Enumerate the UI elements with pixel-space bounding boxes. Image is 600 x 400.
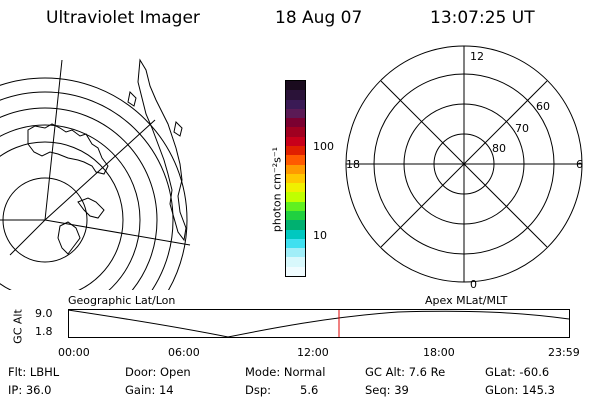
timeline-tick-1800: 18:00 bbox=[423, 346, 455, 359]
meridian-line bbox=[44, 59, 63, 221]
colorbar-swatch bbox=[286, 238, 305, 249]
colorbar-swatch bbox=[286, 201, 305, 211]
meridian-line bbox=[44, 119, 156, 221]
timeline-y-bottom: 1.8 bbox=[35, 325, 53, 338]
coastline bbox=[137, 58, 187, 242]
glon-info: GLon: 145.3 bbox=[485, 383, 555, 397]
seq-info: Seq: 39 bbox=[365, 383, 409, 397]
colorbar-swatch bbox=[286, 229, 305, 239]
colorbar-tick-10: 10 bbox=[313, 229, 327, 242]
lat-circle bbox=[0, 91, 174, 290]
mode-info: Mode: Normal bbox=[245, 365, 326, 379]
polar-plot: 12 0 18 6 60 70 80 bbox=[345, 45, 583, 290]
date-label: 18 Aug 07 bbox=[275, 8, 363, 28]
lat-circle bbox=[0, 141, 124, 290]
gain-info: Gain: 14 bbox=[125, 383, 174, 397]
geographic-label: Geographic Lat/Lon bbox=[68, 294, 176, 307]
colorbar-swatch bbox=[286, 248, 305, 258]
mlt-label-18: 18 bbox=[346, 158, 360, 171]
app-title: Ultraviolet Imager bbox=[46, 8, 200, 28]
mlat-label-70: 70 bbox=[515, 122, 529, 135]
colorbar-swatch bbox=[286, 257, 305, 267]
colorbar-swatch bbox=[286, 266, 305, 276]
colorbar-swatch bbox=[286, 210, 305, 221]
colorbar-swatch bbox=[286, 127, 305, 137]
ip-info: IP: 36.0 bbox=[8, 383, 52, 397]
meridian-line bbox=[44, 219, 191, 246]
timeline-plot bbox=[68, 309, 570, 338]
colorbar-tick-100: 100 bbox=[313, 140, 334, 153]
dsp-value: 5.6 bbox=[300, 383, 319, 397]
colorbar-swatch bbox=[286, 136, 305, 146]
colorbar-unit-label: photon cm⁻²s⁻¹ bbox=[270, 146, 284, 233]
colorbar-swatch bbox=[286, 164, 305, 174]
timeline-tick-1200: 12:00 bbox=[297, 346, 329, 359]
glat-info: GLat: -60.6 bbox=[485, 365, 550, 379]
timeline-tick-2359: 23:59 bbox=[548, 346, 580, 359]
altitude-curve bbox=[68, 309, 570, 338]
mlt-line bbox=[380, 80, 548, 248]
filter-info: Flt: LBHL bbox=[8, 365, 60, 379]
lat-circle bbox=[0, 107, 158, 290]
meridian-line bbox=[9, 219, 46, 256]
timeline-y-top: 9.0 bbox=[35, 307, 53, 320]
colorbar-swatch bbox=[286, 155, 305, 165]
door-info: Door: Open bbox=[125, 365, 191, 379]
time-label: 13:07:25 UT bbox=[430, 8, 535, 28]
coastline bbox=[173, 120, 183, 137]
mlat-label-80: 80 bbox=[492, 142, 506, 155]
mlt-label-6: 6 bbox=[576, 158, 583, 171]
mlt-label-12: 12 bbox=[470, 50, 484, 63]
coastline bbox=[127, 90, 137, 107]
colorbar-swatch bbox=[286, 173, 305, 184]
mlat-label-60: 60 bbox=[536, 100, 550, 113]
colorbar-swatch bbox=[286, 118, 305, 128]
timeline-tick-0000: 00:00 bbox=[58, 346, 90, 359]
colorbar-swatch bbox=[286, 108, 305, 119]
colorbar-swatch bbox=[286, 192, 305, 202]
colorbar-swatch bbox=[286, 145, 305, 156]
coastline bbox=[27, 123, 109, 175]
colorbar-swatch bbox=[286, 90, 305, 100]
colorbar-swatch bbox=[286, 81, 305, 91]
colorbar-swatch bbox=[286, 220, 305, 230]
colorbar-swatch bbox=[286, 183, 305, 193]
colorbar-swatch bbox=[286, 99, 305, 109]
lat-circle bbox=[0, 77, 188, 290]
coastline bbox=[57, 221, 81, 255]
dsp-label: Dsp: bbox=[245, 383, 272, 397]
mlt-label-0: 0 bbox=[470, 278, 477, 290]
coastline bbox=[77, 197, 105, 219]
timeline-ylabel: GC Alt bbox=[11, 309, 25, 344]
lat-circle bbox=[0, 124, 141, 290]
geographic-map bbox=[0, 58, 191, 290]
timeline-tick-0600: 06:00 bbox=[168, 346, 200, 359]
apex-label: Apex MLat/MLT bbox=[425, 294, 508, 307]
colorbar bbox=[285, 80, 306, 277]
gc-alt-info: GC Alt: 7.6 Re bbox=[365, 365, 446, 379]
